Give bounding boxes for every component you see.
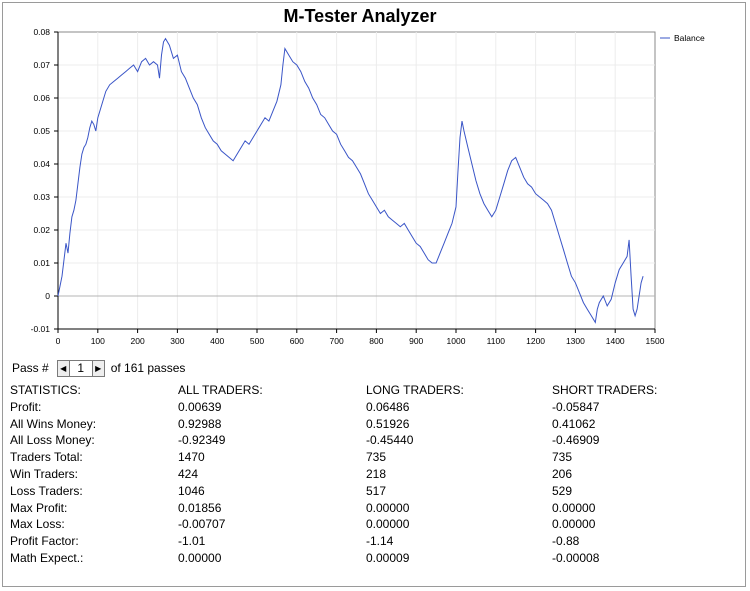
x-tick-label: 600 [290,336,304,346]
y-tick-label: 0.07 [33,60,50,70]
x-tick-label: 800 [369,336,383,346]
stats-row: Profit: 0.00639 0.06486 -0.05847 [10,399,657,416]
stats-row: All Wins Money: 0.92988 0.51926 0.41062 [10,416,657,433]
stats-header-cell: STATISTICS: [10,383,81,397]
balance-chart: 0 100 200 300 400 500 600 700 800 900 1000 1100 1200… [31,27,705,346]
stats-row: All Loss Money: -0.92349 -0.45440 -0.46909 [10,432,657,449]
x-tick-label: 900 [409,336,423,346]
stats-value-cell: 735 [552,450,573,465]
pass-count-text: of 161 passes [110,361,186,375]
x-tick-label: 0 [56,336,61,346]
stats-value-cell: 0.51926 [366,416,410,431]
y-tick-label: 0.05 [33,126,50,136]
x-tick-label: 1200 [526,336,545,346]
x-tick-label: 300 [170,336,184,346]
x-tick-label: 700 [330,336,344,346]
stats-value-cell: 1046 [178,483,205,498]
stats-value-cell: 517 [366,483,387,498]
stats-value-cell: 0.06486 [366,399,410,414]
pass-stepper: ◀ 1 ▶ [56,359,105,377]
x-tick-label: 400 [210,336,224,346]
stats-row: Win Traders: 424 218 206 [10,466,657,483]
x-tick-label: 1300 [566,336,585,346]
stats-value-cell: 735 [366,450,387,465]
y-tick-label: 0.04 [33,159,50,169]
stats-header-cell: LONG TRADERS: [366,383,464,397]
stats-value-cell: -0.46909 [552,433,600,448]
stats-label-cell: Traders Total: [10,450,83,465]
x-tick-label: 500 [250,336,264,346]
stats-value-cell: 424 [178,466,199,481]
x-tick-label: 1400 [606,336,625,346]
x-tick-label: 100 [91,336,105,346]
stats-value-cell: -0.92349 [178,433,226,448]
stats-value-cell: 218 [366,466,387,481]
stats-row: Traders Total: 1470 735 735 [10,449,657,466]
y-tick-label: 0 [45,291,50,301]
stats-row: Max Profit: 0.01856 0.00000 0.00000 [10,500,657,517]
stats-header-row: STATISTICS: ALL TRADERS: LONG TRADERS: SHOR… [10,382,657,399]
stats-label-cell: Profit Factor: [10,534,79,549]
stats-value-cell: -0.05847 [552,399,600,414]
y-tick-label: 0.02 [33,225,50,235]
stats-value-cell: 0.00009 [366,550,410,565]
x-tick-label: 1100 [487,336,506,346]
y-tick-label: 0.08 [33,27,50,37]
x-tick-label: 1500 [646,336,665,346]
stats-value-cell: -0.88 [552,534,580,549]
y-tick-label: 0.03 [33,192,50,202]
legend-label: Balance [674,33,705,43]
stats-label-cell: Profit: [10,399,42,414]
stats-label-cell: All Loss Money: [10,433,95,448]
stats-label-cell: Max Profit: [10,500,68,515]
stats-label-cell: Loss Traders: [10,483,83,498]
stats-label-cell: Math Expect.: [10,550,84,565]
stats-value-cell: -1.14 [366,534,394,549]
stats-value-cell: -1.01 [178,534,206,549]
stats-row: Profit Factor: -1.01 -1.14 -0.88 [10,533,657,550]
balance-series-line [57,37,644,324]
x-tick-label: 200 [131,336,145,346]
arrow-right-icon: ▶ [95,363,102,373]
stats-value-cell: -0.00707 [178,517,226,532]
stats-label-cell: Max Loss: [10,517,65,532]
stats-value-cell: 0.00000 [366,500,410,515]
stats-value-cell: -0.00008 [552,550,600,565]
arrow-left-icon: ◀ [60,363,67,373]
stats-value-cell: 0.00000 [366,517,410,532]
next-pass-button[interactable]: ▶ [91,360,104,376]
stats-value-cell: 0.00000 [178,550,222,565]
stats-value-cell: 206 [552,466,573,481]
stats-value-cell: 0.01856 [178,500,222,515]
stats-value-cell: 0.00000 [552,500,596,515]
stats-value-cell: -0.45440 [366,433,414,448]
pass-selector: Pass # ◀ 1 ▶ of 161 passes [12,359,185,377]
stats-header-cell: ALL TRADERS: [178,383,263,397]
y-tick-label: -0.01 [31,324,51,334]
stats-label-cell: All Wins Money: [10,416,97,431]
stats-value-cell: 1470 [178,450,205,465]
y-tick-label: 0.06 [33,93,50,103]
stats-value-cell: 0.00639 [178,399,222,414]
stats-value-cell: 0.41062 [552,416,596,431]
stats-row: Loss Traders: 1046 517 529 [10,483,657,500]
stats-value-cell: 0.00000 [552,517,596,532]
statistics-table: STATISTICS: ALL TRADERS: LONG TRADERS: SHOR… [10,382,657,567]
pass-label: Pass # [12,361,49,375]
x-tick-label: 1000 [447,336,466,346]
prev-pass-button[interactable]: ◀ [57,360,70,376]
stats-row: Max Loss: -0.00707 0.00000 0.00000 [10,516,657,533]
chart-title: M-Tester Analyzer [283,6,437,26]
stats-row: Math Expect.: 0.00000 0.00009 -0.00008 [10,550,657,567]
stats-value-cell: 529 [552,483,573,498]
stats-label-cell: Win Traders: [10,466,79,481]
stats-header-cell: SHORT TRADERS: [552,383,658,397]
y-tick-label: 0.01 [33,258,50,268]
stats-value-cell: 0.92988 [178,416,222,431]
pass-number-input[interactable]: 1 [77,361,85,375]
plot-area [57,31,656,330]
